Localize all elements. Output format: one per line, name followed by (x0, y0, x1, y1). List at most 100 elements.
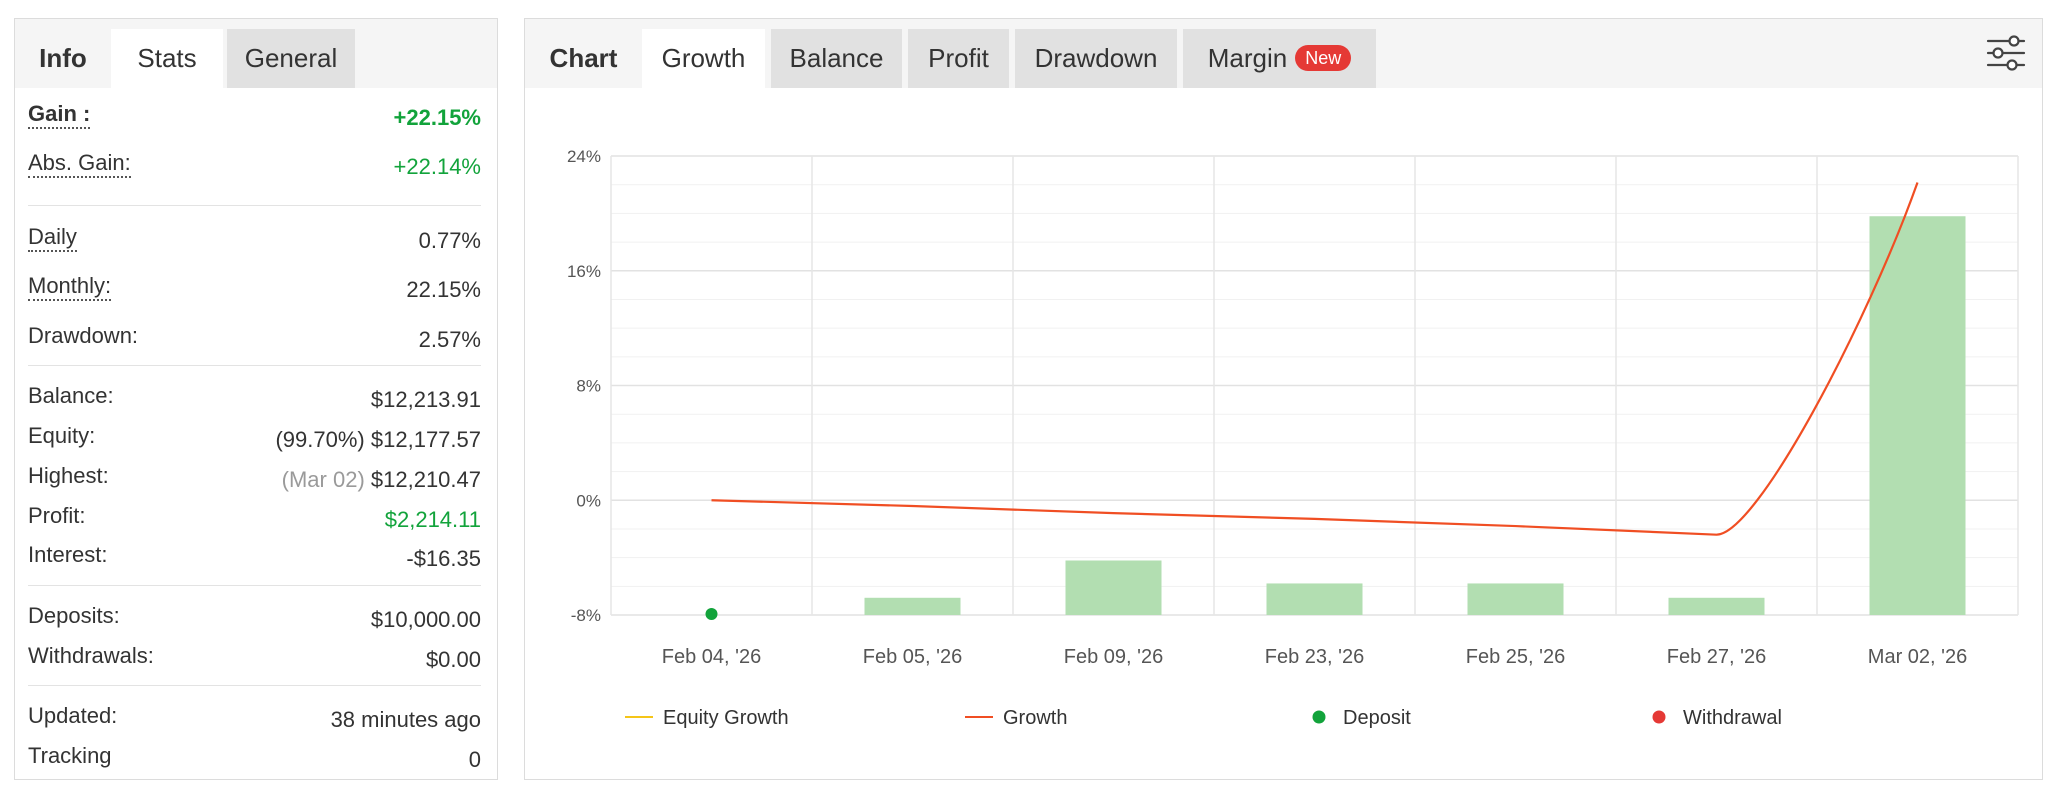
tab-info[interactable]: Info (39, 43, 87, 73)
tracking-value: 0 (468, 747, 481, 772)
drawdown-label: Drawdown: (28, 323, 139, 348)
updated-label: Updated: (28, 703, 118, 728)
monthly-label[interactable]: Monthly: (28, 273, 112, 301)
divider (28, 685, 481, 686)
legend-swatch-3 (1652, 710, 1666, 724)
drawdown-value: 2.57% (418, 327, 481, 352)
highest-date: (Mar 02) (281, 467, 365, 492)
daily-row: Daily 0.77% (28, 224, 481, 258)
highest-row: Highest: (Mar 02) $12,210.47 (28, 463, 481, 497)
deposits-row: Deposits: $10,000.00 (28, 603, 481, 637)
profit-row: Profit: $2,214.11 (28, 503, 481, 537)
x-tick-label: Feb 09, '26 (1064, 646, 1163, 668)
balance-value: $12,213.91 (370, 387, 481, 412)
chart-legend: Equity Growth Growth Deposit Withdrawal (625, 707, 1782, 729)
profit-label: Profit: (28, 503, 86, 528)
x-axis-ticks: Feb 04, '26 Feb 05, '26 Feb 09, '26 Feb 23,… (662, 646, 1967, 668)
bar-6 (1869, 216, 1966, 615)
x-tick-label: Mar 02, '26 (1868, 646, 1967, 668)
bar-5 (1668, 597, 1765, 615)
new-badge: New (1295, 45, 1352, 72)
tab-chart[interactable]: Chart (549, 43, 618, 73)
divider (28, 585, 481, 586)
legend-label-0: Equity Growth (663, 707, 789, 729)
divider (28, 205, 481, 206)
y-tick-label: 8% (576, 377, 601, 396)
sliders-icon[interactable] (1986, 33, 2026, 73)
bar-1 (864, 597, 961, 615)
daily-label[interactable]: Daily (28, 224, 77, 252)
deposit-point-0 (705, 608, 718, 620)
growth-chart: -8%0%8%16%24% Feb 04, '26 Feb 05, '26 Feb … (567, 147, 2019, 729)
equity-value-group: (99.70%) $12,177.57 (275, 427, 481, 453)
chart-tab-bar: Chart Growth Balance Profit Drawdown Mar… (525, 19, 2042, 88)
daily-value: 0.77% (418, 228, 481, 253)
tab-profit[interactable]: Profit (908, 29, 1009, 88)
drawdown-row: Drawdown: 2.57% (28, 323, 481, 357)
interest-label: Interest: (28, 542, 108, 567)
tab-drawdown[interactable]: Drawdown (1015, 29, 1177, 88)
chart-points (705, 608, 718, 620)
y-tick-label: 24% (567, 147, 601, 166)
x-tick-label: Feb 23, '26 (1265, 646, 1364, 668)
deposits-value: $10,000.00 (370, 607, 481, 632)
balance-row: Balance: $12,213.91 (28, 383, 481, 417)
legend-swatch-2 (1312, 710, 1326, 724)
abs-gain-label[interactable]: Abs. Gain: (28, 150, 131, 178)
withdrawals-row: Withdrawals: $0.00 (28, 643, 481, 677)
growth-line (711, 182, 1919, 536)
left-tab-bar: Info Stats General (15, 19, 497, 88)
deposits-label: Deposits: (28, 603, 120, 628)
stats-panel: Info Stats General Gain : +22.15% Abs. G… (14, 18, 498, 780)
y-tick-label: -8% (571, 606, 601, 625)
withdrawals-label: Withdrawals: (28, 643, 154, 668)
equity-value: $12,177.57 (370, 427, 481, 452)
legend-label-2: Deposit (1343, 707, 1411, 729)
equity-label: Equity: (28, 423, 96, 448)
updated-row: Updated: 38 minutes ago (28, 703, 481, 737)
bar-4 (1467, 583, 1564, 615)
profit-value: $2,214.11 (384, 507, 481, 532)
tab-margin[interactable]: Margin New (1183, 29, 1376, 88)
bar-3 (1266, 583, 1363, 615)
legend-label-1: Growth (1003, 707, 1067, 729)
x-tick-label: Feb 27, '26 (1667, 646, 1766, 668)
y-axis-ticks: -8% 0% 8% 16% 24% (567, 147, 601, 625)
x-tick-label: Feb 25, '26 (1466, 646, 1565, 668)
x-tick-label: Feb 05, '26 (863, 646, 962, 668)
tab-growth[interactable]: Growth (642, 29, 765, 88)
equity-row: Equity: (99.70%) $12,177.57 (28, 423, 481, 457)
tab-balance[interactable]: Balance (771, 29, 902, 88)
chart-bars (864, 216, 1966, 615)
interest-value: -$16.35 (406, 546, 481, 571)
chart-grid (610, 155, 2019, 616)
y-tick-label: 16% (567, 262, 601, 281)
x-tick-label: Feb 04, '26 (662, 646, 761, 668)
updated-value: 38 minutes ago (330, 707, 481, 732)
equity-percent: (99.70%) (275, 427, 365, 452)
chart-panel: Chart Growth Balance Profit Drawdown Mar… (524, 18, 2043, 780)
withdrawals-value: $0.00 (425, 647, 481, 672)
interest-row: Interest: -$16.35 (28, 542, 481, 576)
balance-label: Balance: (28, 383, 114, 408)
tracking-label: Tracking (28, 743, 112, 768)
bar-2 (1065, 560, 1162, 615)
monthly-value: 22.15% (406, 277, 481, 302)
highest-value: $12,210.47 (370, 467, 481, 492)
gain-label[interactable]: Gain : (28, 101, 91, 129)
highest-value-group: (Mar 02) $12,210.47 (282, 467, 481, 493)
monthly-row: Monthly: 22.15% (28, 273, 481, 307)
chart-lines (711, 182, 1919, 536)
divider (28, 365, 481, 366)
tab-general[interactable]: General (227, 29, 355, 88)
y-tick-label: 0% (576, 491, 601, 510)
abs-gain-value: +22.14% (393, 154, 481, 179)
highest-label: Highest: (28, 463, 109, 488)
legend-label-3: Withdrawal (1683, 707, 1782, 729)
gain-row: Gain : +22.15% (28, 101, 481, 135)
tracking-row: Tracking 0 (28, 743, 481, 777)
tab-stats[interactable]: Stats (111, 29, 223, 88)
gain-value: +22.15% (393, 105, 481, 130)
abs-gain-row: Abs. Gain: +22.14% (28, 150, 481, 184)
tab-margin-label: Margin (1207, 43, 1288, 73)
